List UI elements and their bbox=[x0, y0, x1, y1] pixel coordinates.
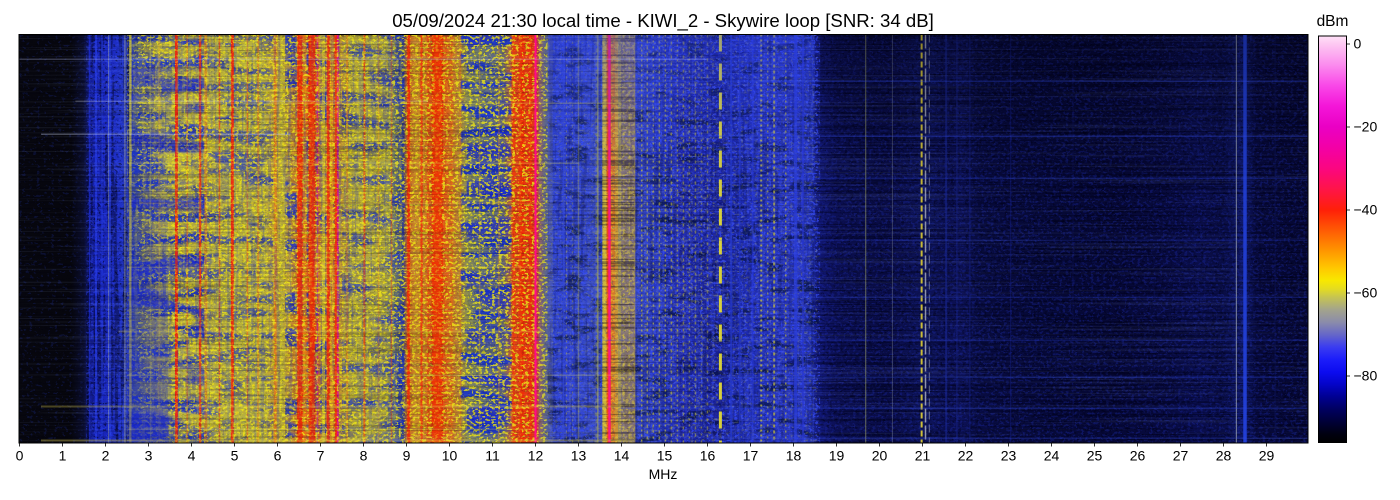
svg-text:7: 7 bbox=[317, 448, 325, 464]
svg-text:9: 9 bbox=[403, 448, 411, 464]
svg-text:0: 0 bbox=[16, 448, 24, 464]
svg-text:21: 21 bbox=[915, 448, 931, 464]
svg-text:14: 14 bbox=[614, 448, 630, 464]
svg-text:17: 17 bbox=[743, 448, 759, 464]
svg-text:28: 28 bbox=[1216, 448, 1232, 464]
svg-text:05/09/2024 21:30 local time -: 05/09/2024 21:30 local time - KIWI_2 - S… bbox=[392, 10, 934, 32]
svg-text:19: 19 bbox=[829, 448, 845, 464]
svg-text:25: 25 bbox=[1087, 448, 1103, 464]
svg-text:24: 24 bbox=[1044, 448, 1060, 464]
svg-text:10: 10 bbox=[442, 448, 458, 464]
svg-text:18: 18 bbox=[786, 448, 802, 464]
svg-text:5: 5 bbox=[231, 448, 239, 464]
svg-text:dBm: dBm bbox=[1317, 13, 1349, 30]
svg-text:27: 27 bbox=[1173, 448, 1189, 464]
svg-text:MHz: MHz bbox=[649, 466, 678, 482]
svg-text:29: 29 bbox=[1259, 448, 1275, 464]
svg-text:15: 15 bbox=[657, 448, 673, 464]
svg-text:2: 2 bbox=[102, 448, 110, 464]
svg-text:22: 22 bbox=[958, 448, 974, 464]
svg-text:−60: −60 bbox=[1354, 285, 1378, 301]
svg-text:16: 16 bbox=[700, 448, 716, 464]
svg-text:−80: −80 bbox=[1354, 368, 1378, 384]
svg-text:26: 26 bbox=[1130, 448, 1146, 464]
svg-text:8: 8 bbox=[360, 448, 368, 464]
svg-text:−40: −40 bbox=[1354, 202, 1378, 218]
svg-text:12: 12 bbox=[528, 448, 544, 464]
svg-text:3: 3 bbox=[145, 448, 153, 464]
svg-text:6: 6 bbox=[274, 448, 282, 464]
svg-text:1: 1 bbox=[59, 448, 67, 464]
svg-text:−20: −20 bbox=[1354, 119, 1378, 135]
svg-text:4: 4 bbox=[188, 448, 196, 464]
svg-text:20: 20 bbox=[872, 448, 888, 464]
svg-text:0: 0 bbox=[1354, 36, 1362, 52]
svg-text:23: 23 bbox=[1001, 448, 1017, 464]
svg-text:11: 11 bbox=[485, 448, 500, 464]
svg-text:13: 13 bbox=[571, 448, 587, 464]
